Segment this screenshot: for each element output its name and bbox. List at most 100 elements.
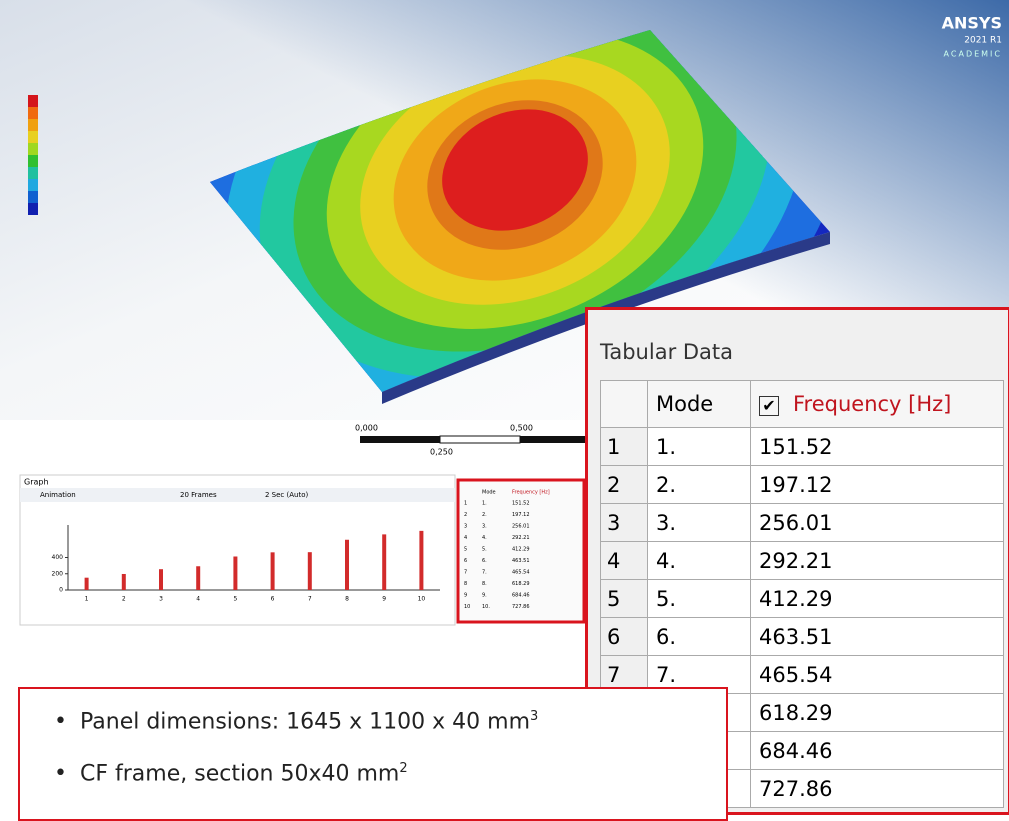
row-index: 6 [601, 618, 648, 656]
mini-index: 9 [464, 593, 467, 599]
mini-frequency: 684.46 [512, 593, 530, 599]
mini-frequency: 292.21 [512, 535, 530, 541]
bullet-text: Panel dimensions: 1645 x 1100 x 40 mm [80, 709, 530, 734]
mode-cell: 3. [648, 504, 751, 542]
header-cell: Mode [648, 381, 751, 428]
scale-bar [440, 436, 520, 443]
mini-index: 2 [464, 512, 467, 518]
frequency-cell: 412.29 [751, 580, 1004, 618]
bar [382, 534, 386, 590]
header-cell [601, 381, 648, 428]
row-index: 3 [601, 504, 648, 542]
mini-index: 7 [464, 570, 467, 576]
mini-mode: 7. [482, 570, 487, 576]
graph-toolbar [20, 488, 455, 502]
frequency-cell: 465.54 [751, 656, 1004, 694]
mini-frequency: 727.86 [512, 604, 530, 610]
frequency-cell: 727.86 [751, 770, 1004, 808]
mini-frequency: 618.29 [512, 581, 530, 587]
mini-frequency: 463.51 [512, 558, 530, 564]
mini-frequency: 151.52 [512, 501, 530, 507]
legend-colors [28, 95, 38, 215]
row-index: 1 [601, 428, 648, 466]
bar [85, 578, 89, 590]
mini-frequency: 256.01 [512, 524, 530, 530]
bar [122, 574, 126, 590]
mode-cell: 5. [648, 580, 751, 618]
edition: ACADEMIC [944, 50, 1002, 59]
x-tick-label: 7 [308, 596, 312, 603]
graph-title: Graph [24, 478, 49, 487]
mini-index: 3 [464, 524, 467, 530]
mode-cell: 4. [648, 542, 751, 580]
notes: Panel dimensions: 1645 x 1100 x 40 mm3 C… [18, 687, 728, 821]
x-tick-label: 9 [382, 596, 386, 603]
table-title: Tabular Data [600, 340, 733, 364]
bar [271, 552, 275, 590]
mode-cell: 2. [648, 466, 751, 504]
bar [308, 552, 312, 590]
mini-mode: 4. [482, 535, 487, 541]
superscript: 2 [399, 761, 407, 776]
scale-bar [360, 436, 440, 443]
brand: ANSYS [942, 14, 1002, 33]
y-tick-label: 0 [59, 587, 63, 594]
mini-frequency: 197.12 [512, 512, 530, 518]
mini-frequency: 465.54 [512, 570, 530, 576]
mini-index: 5 [464, 547, 467, 553]
checkbox[interactable]: ✔ [759, 396, 779, 416]
toolbar-button[interactable]: 20 Frames [180, 491, 217, 499]
scale-label: 0,250 [430, 448, 453, 457]
row-index: 4 [601, 542, 648, 580]
mini-index: 4 [464, 535, 467, 541]
bar [233, 557, 237, 590]
bullet-text: CF frame, section 50x40 mm [80, 761, 399, 786]
x-tick-label: 4 [196, 596, 200, 603]
x-tick-label: 5 [233, 596, 237, 603]
toolbar-button[interactable]: 2 Sec (Auto) [265, 491, 308, 499]
version: 2021 R1 [964, 36, 1002, 46]
x-tick-label: 1 [85, 596, 89, 603]
frequency-cell: 197.12 [751, 466, 1004, 504]
y-tick-label: 200 [52, 570, 64, 577]
x-tick-label: 2 [122, 596, 126, 603]
bar [196, 566, 200, 590]
scale-label: 0,000 [355, 424, 378, 433]
x-tick-label: 3 [159, 596, 163, 603]
column-title: Frequency [Hz] [793, 392, 951, 416]
row-index: 5 [601, 580, 648, 618]
bar [345, 540, 349, 590]
frequency-cell: 684.46 [751, 732, 1004, 770]
x-tick-label: 6 [271, 596, 275, 603]
superscript: 3 [530, 709, 538, 724]
mini-index: 10 [464, 604, 470, 610]
page: ANSYS 2021 R1 ACADEMIC 0,000 0,500 0,250… [0, 0, 1009, 813]
mini-mode: 8. [482, 581, 487, 587]
bullet: Panel dimensions: 1645 x 1100 x 40 mm3 [80, 709, 538, 734]
mini-header: Frequency [Hz] [512, 490, 550, 496]
x-tick-label: 8 [345, 596, 349, 603]
frequency-cell: 463.51 [751, 618, 1004, 656]
frequency-cell: 292.21 [751, 542, 1004, 580]
mode-cell: 1. [648, 428, 751, 466]
frequency-cell: 618.29 [751, 694, 1004, 732]
toolbar-button[interactable]: Animation [40, 491, 76, 499]
frequency-cell: 151.52 [751, 428, 1004, 466]
bar [419, 531, 423, 590]
x-tick-label: 10 [418, 596, 426, 603]
mini-index: 1 [464, 501, 467, 507]
header-cell[interactable]: ✔ Frequency [Hz] [751, 381, 1004, 428]
mini-frequency: 412.29 [512, 547, 530, 553]
bar [159, 569, 163, 590]
mini-index: 6 [464, 558, 467, 564]
mini-index: 8 [464, 581, 467, 587]
mini-mode: 5. [482, 547, 487, 553]
mini-mode: 9. [482, 593, 487, 599]
scale-bar [520, 436, 585, 443]
